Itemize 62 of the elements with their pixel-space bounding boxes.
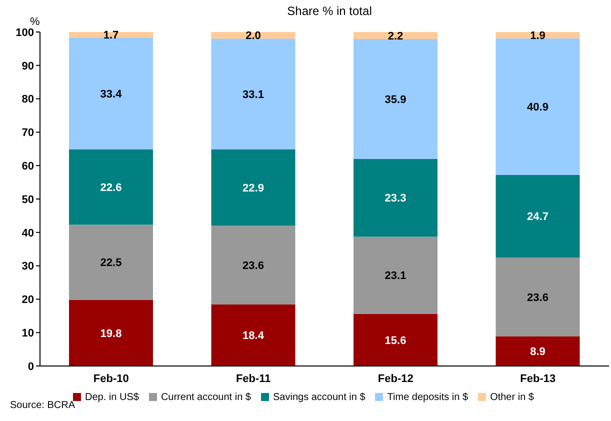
bar: [496, 336, 580, 366]
x-tick-label: Feb-13: [520, 372, 556, 385]
bar: [354, 314, 438, 366]
data-label: 22.9: [242, 182, 264, 194]
x-tick-label: Feb-11: [236, 372, 271, 385]
bar: [211, 304, 296, 366]
y-tick-label: 100: [16, 26, 34, 39]
chart-title: Share % in total: [286, 4, 373, 18]
bar: [69, 32, 153, 38]
y-tick-label: 10: [22, 328, 34, 340]
y-tick-label: 20: [22, 294, 34, 306]
data-label: 23.3: [384, 192, 406, 205]
y-axis-title: %: [30, 16, 40, 28]
data-label: 15.6: [384, 334, 406, 347]
data-label: 23.6: [242, 260, 264, 272]
bar: [69, 38, 153, 150]
x-tick-label: Feb-10: [93, 372, 129, 385]
legend-label: Dep. in US$: [85, 392, 139, 403]
data-label: 18.4: [242, 330, 265, 342]
legend-label: Other in $: [490, 392, 534, 403]
y-tick-label: 90: [22, 60, 34, 72]
bar: [496, 257, 580, 336]
data-label: 35.9: [384, 94, 406, 106]
bar: [69, 224, 153, 300]
bar: [211, 226, 296, 305]
data-label: 24.7: [527, 211, 548, 224]
bar: [211, 38, 296, 150]
x-tick-label: Feb-12: [378, 372, 414, 385]
data-label: 22.6: [100, 182, 122, 194]
y-tick-label: 30: [22, 260, 34, 273]
data-label: 2.2: [388, 30, 404, 42]
data-label: 23.1: [384, 270, 406, 282]
y-tick-label: 70: [22, 127, 34, 140]
bar: [69, 149, 153, 225]
data-label: 40.9: [527, 102, 548, 114]
bar: [496, 32, 580, 38]
bar: [354, 158, 438, 237]
data-label: 1.7: [103, 30, 119, 42]
y-tick-label: 50: [22, 194, 34, 206]
bar: [354, 39, 438, 159]
data-label: 33.1: [242, 88, 264, 101]
source-note: Source: BCRA: [10, 400, 76, 411]
legend-label: Current account in $: [160, 392, 251, 403]
bar: [354, 236, 438, 314]
bar: [69, 300, 153, 366]
data-label: 8.9: [530, 346, 546, 358]
bar: [354, 32, 438, 40]
data-label: 33.4: [100, 88, 123, 100]
y-tick-label: 0: [28, 360, 34, 373]
data-label: 23.6: [527, 292, 548, 304]
y-tick-label: 80: [22, 94, 34, 106]
data-label: 22.5: [100, 257, 122, 270]
legend-label: Savings account in $: [273, 392, 366, 403]
bar: [496, 174, 580, 258]
bar: [496, 38, 580, 175]
data-label: 2.0: [246, 30, 261, 42]
data-label: 19.8: [100, 328, 122, 340]
y-tick-label: 40: [22, 227, 34, 240]
bar: [211, 149, 296, 226]
legend-label: Time deposits in $: [387, 392, 468, 403]
data-label: 1.9: [530, 30, 546, 42]
y-tick-label: 60: [22, 160, 34, 173]
